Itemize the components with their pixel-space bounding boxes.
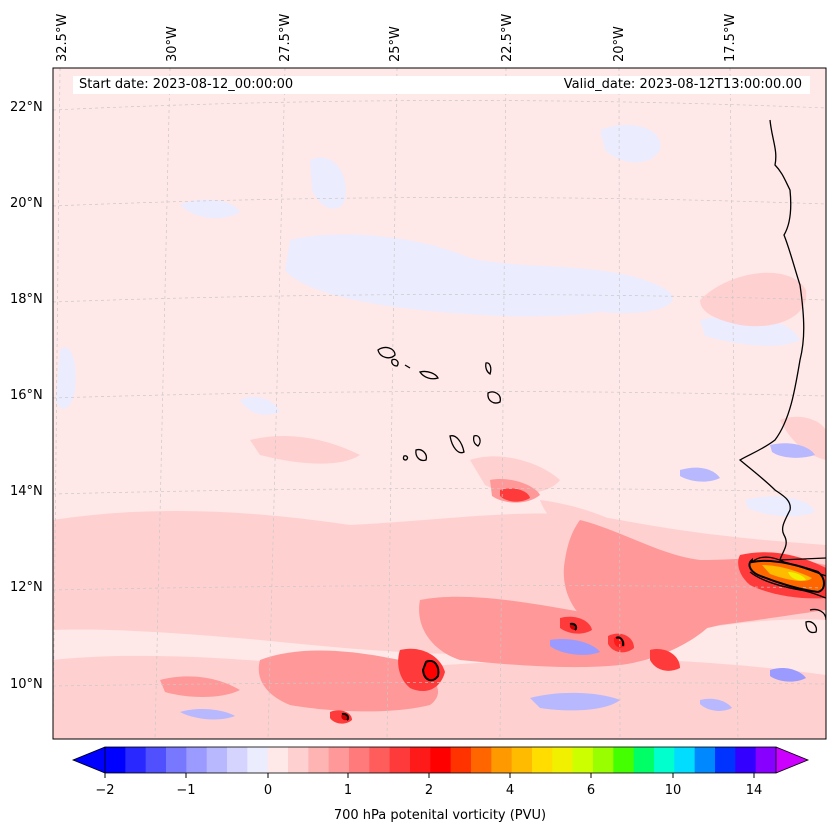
lat-label: 20°N [10, 196, 43, 211]
colorbar-ticks: −2 −1 0 1 2 4 6 10 14 [95, 773, 762, 798]
lon-label: 30°W [165, 26, 180, 62]
valid-date-text: Valid_date: 2023-08-12T13:00:00.00 [563, 77, 802, 92]
colorbar-cell [654, 747, 675, 773]
colorbar-cell [430, 747, 452, 773]
colorbar-cell [552, 747, 574, 773]
lat-label: 14°N [10, 484, 43, 499]
colorbar-cell [613, 747, 635, 773]
colorbar-cell [145, 747, 167, 773]
colorbar-cell [593, 747, 614, 773]
colorbar-cell [735, 747, 757, 773]
lon-label: 27.5°W [278, 14, 293, 62]
colorbar-tick-label: 14 [746, 783, 763, 798]
lat-label: 10°N [10, 677, 43, 692]
colorbar-cell [715, 747, 736, 773]
colorbar-cell [308, 747, 330, 773]
colorbar-cell [288, 747, 309, 773]
colorbar-cell [633, 747, 655, 773]
graticule [53, 68, 826, 739]
colorbar-cell [572, 747, 594, 773]
negative-pv-patches [56, 124, 815, 517]
colorbar-cell [125, 747, 147, 773]
peak-pv-cores [341, 559, 824, 721]
colorbar-tick-label: 0 [264, 783, 272, 798]
colorbar-cell [511, 747, 533, 773]
colorbar-cell [389, 747, 411, 773]
colorbar-tick-label: 6 [587, 783, 595, 798]
colorbar-tick-label: −1 [176, 783, 195, 798]
lat-label: 22°N [10, 100, 43, 115]
colorbar-extend-high [776, 747, 808, 773]
colorbar-cells [105, 747, 777, 773]
colorbar-cell [694, 747, 716, 773]
start-date-text: Start date: 2023-08-12_00:00:00 [79, 77, 294, 92]
colorbar-cell [227, 747, 248, 773]
colorbar-tick-label: −2 [95, 783, 114, 798]
longitude-labels: 32.5°W 30°W 27.5°W 25°W 22.5°W 20°W 17.5… [55, 14, 738, 62]
colorbar-tick-label: 10 [665, 783, 682, 798]
colorbar-frame [104, 746, 777, 774]
colorbar-tick-label: 1 [344, 783, 352, 798]
colorbar-cell [369, 747, 391, 773]
colorbar-cell [349, 747, 370, 773]
colorbar-tick-label: 4 [506, 783, 514, 798]
colorbar-tick-label: 2 [425, 783, 433, 798]
lon-label: 20°W [612, 26, 627, 62]
colorbar-cell [328, 747, 350, 773]
lon-label: 32.5°W [55, 14, 70, 62]
colorbar-cell [186, 747, 208, 773]
map-frame [52, 67, 827, 740]
lat-label: 16°N [10, 388, 43, 403]
colorbar-cell [105, 747, 126, 773]
colorbar-cell [410, 747, 431, 773]
colorbar-cell [491, 747, 513, 773]
colorbar-cell [471, 747, 492, 773]
lon-label: 22.5°W [500, 14, 515, 62]
latitude-labels: 22°N 20°N 18°N 16°N 14°N 12°N 10°N [10, 100, 43, 692]
lon-label: 25°W [388, 26, 403, 62]
colorbar-cell [755, 747, 777, 773]
colorbar-cell [247, 747, 269, 773]
colorbar-cell [166, 747, 187, 773]
lon-label: 17.5°W [723, 14, 738, 62]
colorbar-extend-low [73, 747, 105, 773]
colorbar-cell [206, 747, 228, 773]
colorbar-cell [267, 747, 289, 773]
negative-pv-blobs [180, 443, 815, 720]
colorbar-cell [532, 747, 553, 773]
colorbar-cell [450, 747, 472, 773]
lat-label: 12°N [10, 580, 43, 595]
colorbar-cell [674, 747, 696, 773]
date-info-bar: Start date: 2023-08-12_00:00:00 Valid_da… [73, 76, 810, 94]
colorbar-label: 700 hPa potenital vorticity (PVU) [333, 808, 547, 823]
pv-contours [341, 557, 825, 721]
lat-label: 18°N [10, 292, 43, 307]
